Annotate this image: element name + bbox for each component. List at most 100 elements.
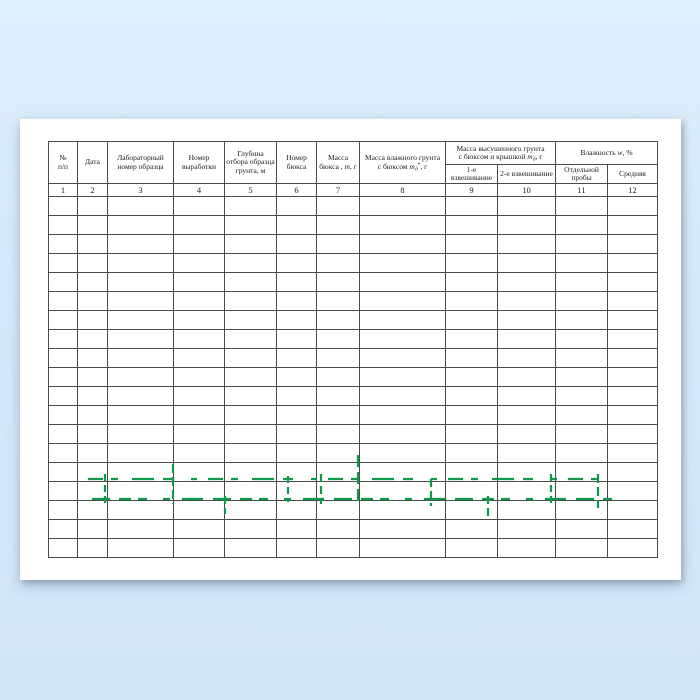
header-cell-weighing-2: 2-е взвешивание (497, 164, 556, 184)
empty-cell (107, 253, 174, 273)
empty-cell (445, 215, 498, 235)
header-cell-single-sample: Отдельной пробы (555, 164, 608, 184)
column-number: 9 (445, 183, 498, 197)
empty-cell (107, 329, 174, 349)
empty-cell (497, 367, 556, 387)
empty-cell (107, 462, 174, 482)
empty-cell (224, 253, 277, 273)
empty-cell (316, 462, 360, 482)
empty-cell (316, 500, 360, 520)
column-number: 6 (276, 183, 317, 197)
column-number: 3 (107, 183, 174, 197)
empty-cell (555, 196, 608, 216)
empty-cell (48, 443, 78, 463)
empty-table-row (48, 538, 658, 558)
empty-table-row (48, 253, 658, 273)
empty-cell (359, 405, 446, 425)
empty-cell (276, 462, 317, 482)
empty-cell (445, 234, 498, 254)
empty-cell (77, 481, 108, 501)
empty-cell (555, 272, 608, 292)
empty-cell (445, 443, 498, 463)
empty-cell (445, 462, 498, 482)
empty-cell (276, 253, 317, 273)
column-numbers-row: 1 2 3 4 5 6 7 8 9 10 11 12 (48, 183, 658, 197)
empty-cell (173, 196, 225, 216)
empty-cell (48, 424, 78, 444)
empty-cell (173, 424, 225, 444)
empty-cell (224, 215, 277, 235)
header-row-main: № п/п Дата Лабораторный номер образца Ном… (48, 141, 658, 184)
empty-table-row (48, 519, 658, 539)
empty-cell (316, 215, 360, 235)
empty-table-row (48, 329, 658, 349)
empty-cell (316, 196, 360, 216)
empty-cell (173, 443, 225, 463)
empty-cell (316, 272, 360, 292)
empty-table-row (48, 443, 658, 463)
empty-cell (316, 405, 360, 425)
empty-cell (607, 291, 658, 311)
empty-cell (276, 272, 317, 292)
empty-table-row (48, 310, 658, 330)
empty-cell (497, 462, 556, 482)
empty-cell (77, 443, 108, 463)
journal-page: № п/п Дата Лабораторный номер образца Ном… (20, 118, 681, 580)
header-cell-date: Дата (77, 141, 108, 184)
empty-cell (359, 253, 446, 273)
empty-table-row (48, 386, 658, 406)
empty-cell (107, 234, 174, 254)
empty-cell (445, 405, 498, 425)
column-number: 5 (224, 183, 277, 197)
empty-cell (555, 291, 608, 311)
empty-cell (107, 291, 174, 311)
empty-cell (48, 500, 78, 520)
column-number: 7 (316, 183, 360, 197)
empty-cell (497, 481, 556, 501)
empty-cell (497, 538, 556, 558)
empty-cell (497, 310, 556, 330)
empty-cell (316, 538, 360, 558)
empty-cell (359, 462, 446, 482)
empty-table-row (48, 272, 658, 292)
empty-cell (77, 196, 108, 216)
header-cell-wet-mass: Масса влажного грунта с бюксом mд*, г (359, 141, 446, 184)
empty-cell (445, 538, 498, 558)
empty-cell (316, 424, 360, 444)
empty-cell (276, 196, 317, 216)
empty-cell (555, 234, 608, 254)
header-cell-cup-number: Номер бюкса (276, 141, 317, 184)
empty-cell (316, 519, 360, 539)
empty-cell (497, 291, 556, 311)
empty-table-row (48, 367, 658, 387)
empty-cell (607, 253, 658, 273)
empty-cell (48, 519, 78, 539)
empty-cell (359, 291, 446, 311)
empty-cell (359, 367, 446, 387)
empty-cell (77, 253, 108, 273)
empty-cell (107, 272, 174, 292)
empty-cell (359, 310, 446, 330)
empty-cell (224, 329, 277, 349)
empty-cell (77, 329, 108, 349)
header-cell-weighing-1: 1-е взвешивание (445, 164, 498, 184)
empty-table-row (48, 500, 658, 520)
empty-cell (224, 348, 277, 368)
empty-cell (173, 367, 225, 387)
empty-cell (359, 519, 446, 539)
empty-cell (607, 310, 658, 330)
empty-cell (497, 329, 556, 349)
empty-cell (48, 538, 78, 558)
empty-cell (224, 424, 277, 444)
empty-cell (445, 386, 498, 406)
empty-cell (77, 215, 108, 235)
empty-cell (77, 272, 108, 292)
empty-cell (497, 215, 556, 235)
empty-cell (555, 424, 608, 444)
header-group-dry-mass: Масса высушенного грунта с бюксом и крыш… (445, 141, 556, 165)
empty-cell (607, 348, 658, 368)
empty-cell (316, 443, 360, 463)
empty-cell (555, 348, 608, 368)
column-number: 1 (48, 183, 78, 197)
empty-cell (173, 519, 225, 539)
